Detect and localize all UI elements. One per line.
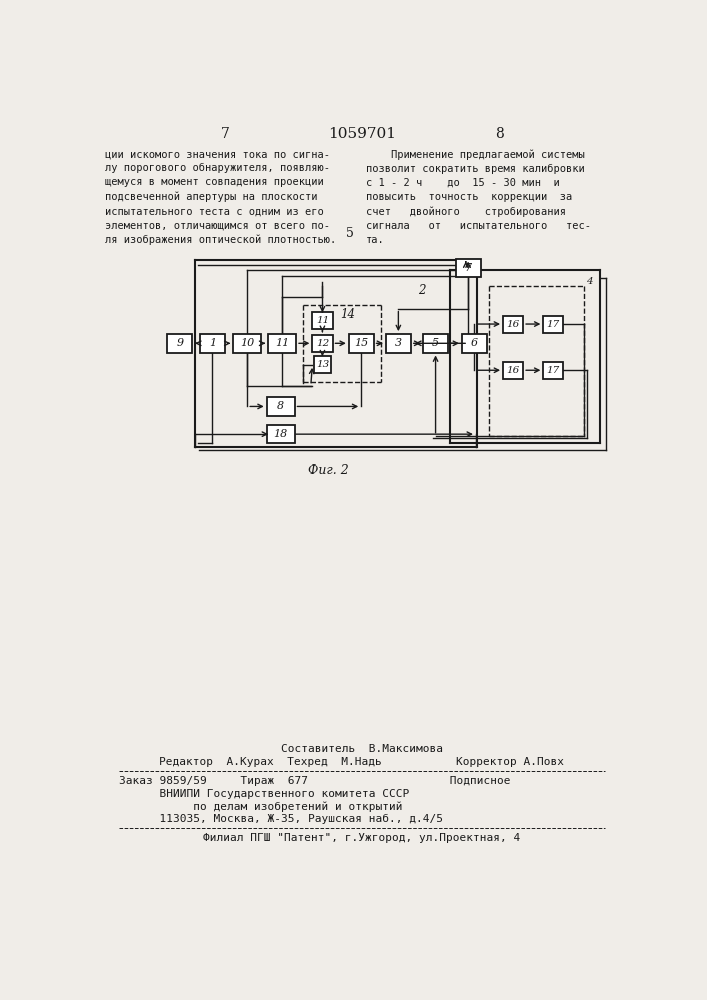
Text: 16: 16 <box>506 366 520 375</box>
Bar <box>168 334 192 353</box>
Text: Фиг. 2: Фиг. 2 <box>308 464 349 477</box>
Text: ции искомого значения тока по сигна-
лу порогового обнаружителя, появляю-
щемуся: ции искомого значения тока по сигна- лу … <box>105 149 337 245</box>
Text: 113035, Москва, Ж-35, Раушская наб., д.4/5: 113035, Москва, Ж-35, Раушская наб., д.4… <box>119 814 443 824</box>
Text: 12: 12 <box>316 339 329 348</box>
Text: 18: 18 <box>274 429 288 439</box>
Bar <box>312 312 332 329</box>
Bar <box>456 259 481 277</box>
Text: по делам изобретений и открытий: по делам изобретений и открытий <box>119 801 403 812</box>
Bar <box>503 362 523 379</box>
Text: 8: 8 <box>277 401 284 411</box>
Bar <box>503 316 523 333</box>
Bar <box>349 334 373 353</box>
Text: 7: 7 <box>221 127 230 141</box>
Bar <box>423 334 448 353</box>
Text: 7: 7 <box>464 263 472 273</box>
Bar <box>462 334 486 353</box>
Bar <box>268 334 296 353</box>
Text: 11: 11 <box>316 316 329 325</box>
Text: 17: 17 <box>547 320 560 329</box>
Bar <box>543 362 563 379</box>
Text: Редактор  А.Курах  Техред  М.Надь           Корректор А.Повх: Редактор А.Курах Техред М.Надь Корректор… <box>160 757 564 767</box>
Text: 10: 10 <box>240 338 255 348</box>
Bar <box>386 334 411 353</box>
Bar <box>267 397 295 416</box>
Bar <box>200 334 225 353</box>
Text: 13: 13 <box>316 360 329 369</box>
Text: 2: 2 <box>418 284 426 297</box>
Text: 16: 16 <box>506 320 520 329</box>
Text: Заказ 9859/59     Тираж  677                     Подписное: Заказ 9859/59 Тираж 677 Подписное <box>119 776 511 786</box>
Text: 4: 4 <box>585 277 592 286</box>
Bar <box>312 335 332 352</box>
Text: 5: 5 <box>346 227 354 240</box>
Text: 17: 17 <box>547 366 560 375</box>
Text: 9: 9 <box>176 338 183 348</box>
Text: 11: 11 <box>275 338 289 348</box>
Text: 1: 1 <box>209 338 216 348</box>
Bar <box>267 425 295 443</box>
Text: 14: 14 <box>341 308 356 321</box>
Text: 8: 8 <box>495 127 503 141</box>
Text: 15: 15 <box>354 338 368 348</box>
Text: 1059701: 1059701 <box>328 127 396 141</box>
Bar <box>314 356 331 373</box>
Text: Применение предлагаемой системы
позволит сократить время калибровки
с 1 - 2 ч   : Применение предлагаемой системы позволит… <box>366 149 591 245</box>
Bar <box>543 316 563 333</box>
Text: 3: 3 <box>395 338 402 348</box>
Text: 5: 5 <box>432 338 439 348</box>
Text: 6: 6 <box>471 338 478 348</box>
Text: Филиал ПГШ "Патент", г.Ужгород, ул.Проектная, 4: Филиал ПГШ "Патент", г.Ужгород, ул.Проек… <box>204 833 520 843</box>
Text: ВНИИПИ Государственного комитета СССР: ВНИИПИ Государственного комитета СССР <box>119 789 409 799</box>
Text: Составитель  В.Максимова: Составитель В.Максимова <box>281 744 443 754</box>
Bar <box>233 334 261 353</box>
